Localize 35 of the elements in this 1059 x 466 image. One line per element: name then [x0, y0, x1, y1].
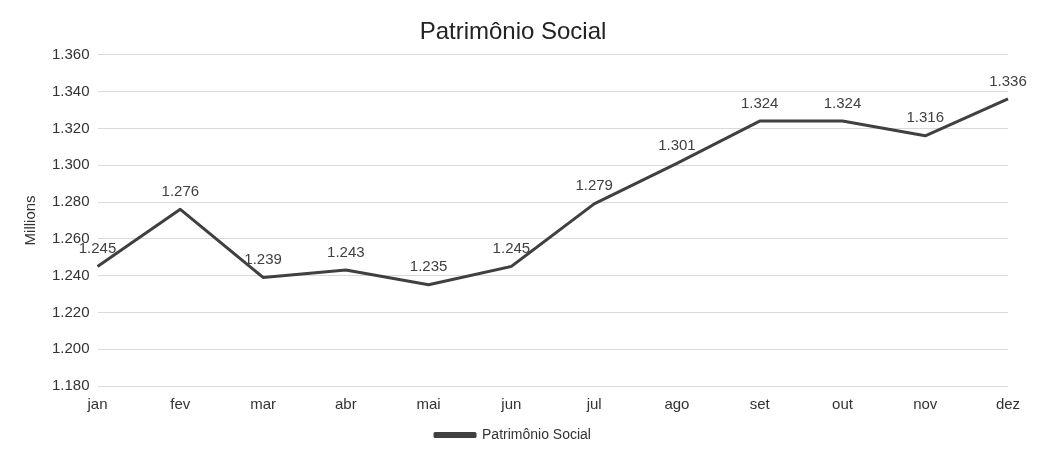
- y-tick-label: 1.200: [51, 339, 90, 357]
- y-tick-label: 1.340: [51, 81, 90, 99]
- x-tick-label: mar: [250, 395, 276, 413]
- y-tick-label: 1.320: [51, 118, 90, 136]
- x-tick-label: abr: [335, 395, 357, 413]
- y-tick-label: 1.360: [51, 44, 90, 62]
- y-tick-label: 1.280: [51, 192, 90, 210]
- x-tick-label: set: [749, 395, 771, 413]
- x-tick-label: jan: [86, 395, 108, 413]
- data-label: 1.324: [823, 93, 862, 111]
- legend-label: Patrimônio Social: [482, 425, 591, 442]
- y-axis-title: Millions: [21, 195, 39, 246]
- x-tick-label: out: [832, 395, 854, 413]
- x-tick-label: fev: [170, 395, 191, 413]
- data-label: 1.235: [409, 257, 448, 275]
- x-tick-label: jun: [500, 395, 522, 413]
- data-label: 1.245: [492, 239, 531, 257]
- y-tick-label: 1.220: [51, 302, 90, 320]
- x-tick-label: nov: [913, 395, 938, 413]
- x-tick-label: dez: [995, 395, 1021, 413]
- data-label: 1.243: [327, 242, 365, 260]
- x-tick-label: mai: [416, 395, 441, 413]
- y-tick-label: 1.180: [51, 376, 90, 394]
- data-label: 1.336: [989, 71, 1027, 89]
- chart-title: Patrimônio Social: [419, 17, 607, 45]
- data-label: 1.301: [658, 136, 696, 153]
- y-tick-label: 1.300: [51, 155, 90, 173]
- y-tick-label: 1.240: [51, 265, 90, 283]
- data-label: 1.239: [244, 250, 282, 268]
- data-label: 1.279: [575, 176, 613, 194]
- x-tick-label: ago: [664, 395, 690, 413]
- x-tick-label: jul: [585, 395, 602, 413]
- data-label: 1.324: [740, 93, 779, 111]
- data-label: 1.316: [906, 108, 944, 126]
- data-label: 1.276: [161, 182, 200, 199]
